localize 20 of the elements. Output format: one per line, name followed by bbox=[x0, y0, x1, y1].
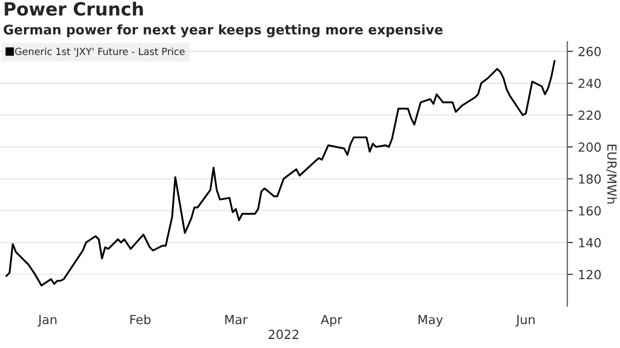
y-tick-label: 220 bbox=[578, 110, 601, 120]
y-tick-label: 260 bbox=[578, 46, 601, 56]
y-tick-label: 200 bbox=[578, 142, 601, 152]
line-series bbox=[5, 60, 556, 286]
legend-label: Generic 1st 'JXY' Future - Last Price bbox=[15, 48, 185, 57]
y-tick-label: 180 bbox=[579, 174, 601, 184]
x-tick-label: Mar bbox=[225, 314, 248, 324]
y-tick-label: 160 bbox=[579, 206, 601, 216]
x-axis-title: 2022 bbox=[268, 330, 298, 340]
chart-subtitle: German power for next year keeps getting more expensive bbox=[4, 24, 443, 38]
x-tick-label: Apr bbox=[320, 314, 342, 327]
y-axis-title: EUR/MWh bbox=[606, 144, 617, 204]
x-tick-label: Feb bbox=[130, 314, 151, 324]
y-tick-label: 140 bbox=[579, 238, 601, 248]
x-tick-label: Jan bbox=[38, 314, 56, 327]
y-tick-label: 120 bbox=[579, 270, 601, 280]
y-tick-label: 240 bbox=[578, 78, 601, 88]
x-tick-label: Jun bbox=[515, 314, 535, 327]
chart-title: Power Crunch bbox=[4, 2, 143, 16]
x-tick-label: May bbox=[418, 314, 443, 327]
